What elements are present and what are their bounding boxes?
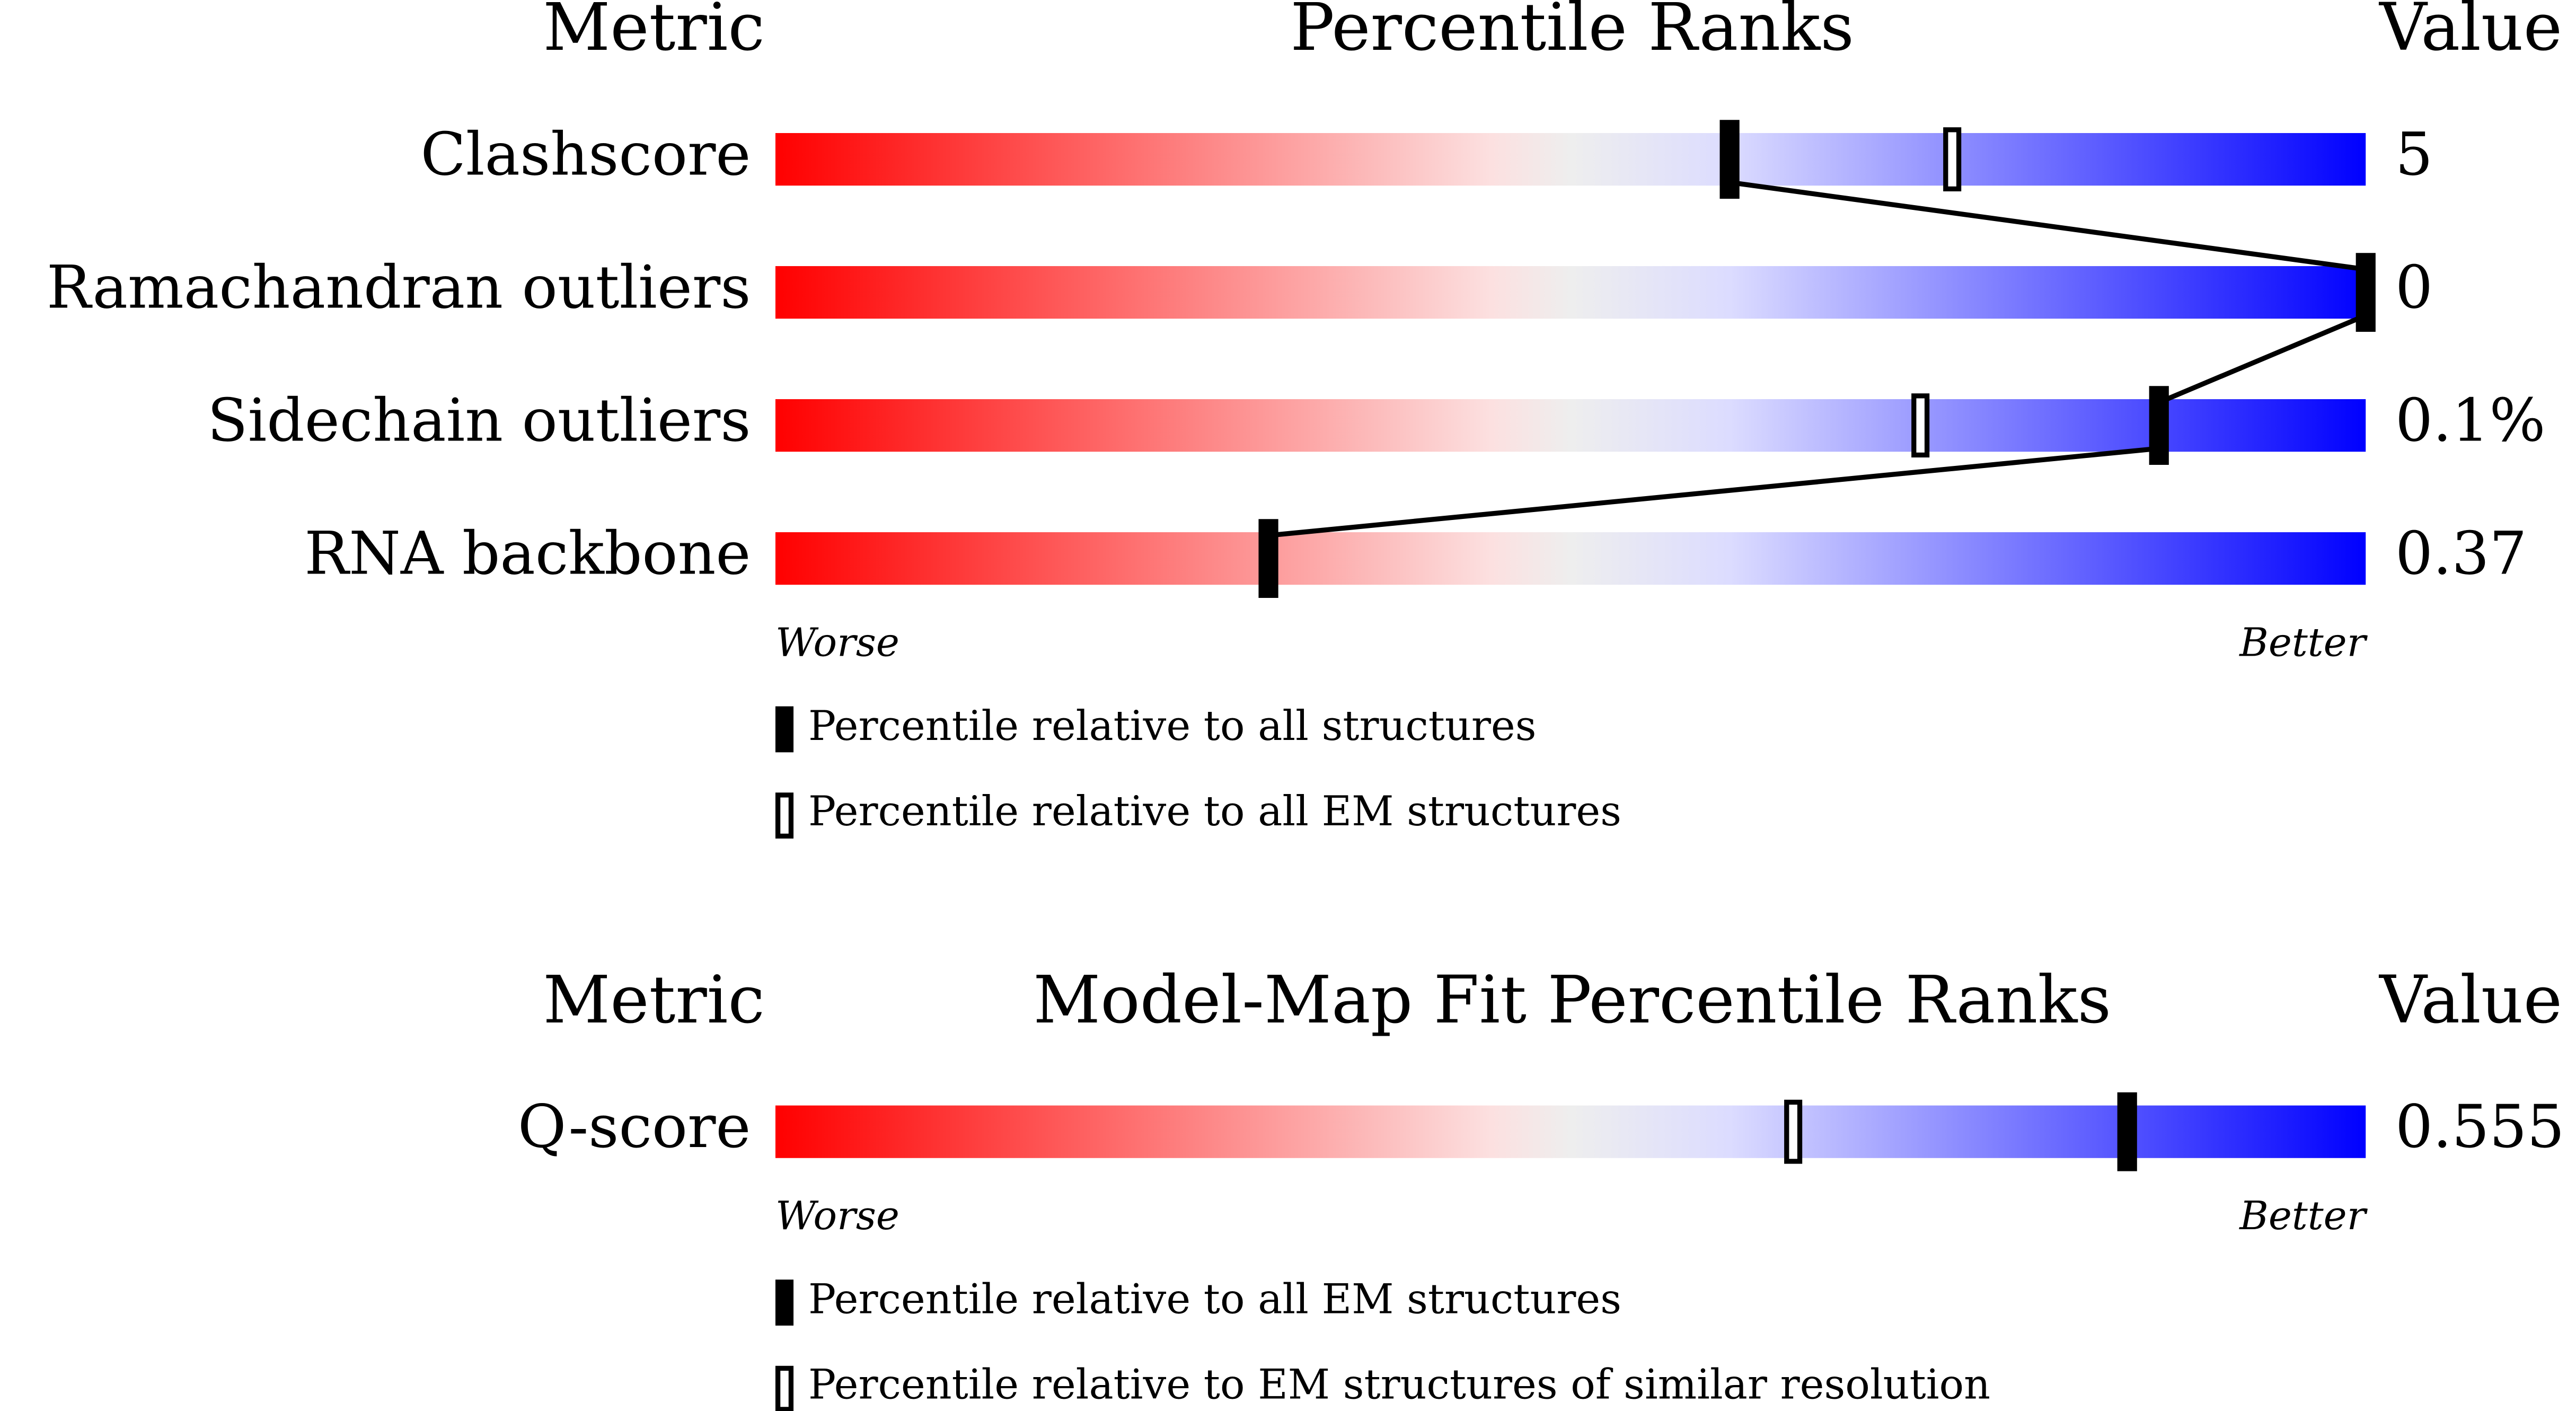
- legend-label: Percentile relative to all EM structures: [808, 1275, 1621, 1323]
- metric-label: Sidechain outliers: [207, 386, 751, 455]
- metric-header: Metric: [543, 962, 764, 1038]
- value-header: Value: [2378, 0, 2562, 66]
- legend-icon-filled: [775, 706, 794, 753]
- ranks-header: Percentile Ranks: [1290, 0, 1854, 66]
- percentile-bar: [775, 266, 2366, 319]
- metric-value: 0.555: [2395, 1092, 2564, 1161]
- legend-label: Percentile relative to all structures: [808, 702, 1537, 750]
- legend-label: Percentile relative to EM structures of …: [808, 1361, 1990, 1409]
- metric-label: RNA backbone: [304, 519, 751, 588]
- metric-value: 0: [2395, 253, 2433, 322]
- metric-label: Ramachandran outliers: [47, 253, 751, 322]
- marker-filled: [2117, 1092, 2137, 1171]
- legend-label: Percentile relative to all EM structures: [808, 788, 1621, 835]
- metric-value: 0.1%: [2395, 386, 2545, 455]
- marker-filled: [2149, 386, 2169, 465]
- legend-icon-filled: [775, 1280, 794, 1326]
- marker-filled: [2356, 253, 2376, 332]
- connector: [1729, 180, 2366, 272]
- legend-icon-open: [775, 792, 794, 839]
- marker-open: [1911, 393, 1930, 458]
- worse-label: Worse: [775, 1193, 899, 1239]
- ranks-header: Model-Map Fit Percentile Ranks: [1033, 962, 2111, 1038]
- percentile-bar: [775, 532, 2366, 585]
- metric-value: 5: [2395, 120, 2433, 189]
- connector: [2158, 313, 2367, 405]
- legend-icon-open: [775, 1365, 794, 1411]
- connector: [1268, 446, 2159, 538]
- metric-label: Q-score: [518, 1092, 751, 1161]
- better-label: Better: [2238, 619, 2368, 665]
- percentile-bar: [775, 1105, 2366, 1158]
- marker-open: [1784, 1099, 1803, 1164]
- metric-value: 0.37: [2395, 519, 2527, 588]
- percentile-bar: [775, 133, 2366, 186]
- worse-label: Worse: [775, 619, 899, 665]
- marker-open: [1943, 127, 1962, 192]
- marker-filled: [1719, 120, 1740, 199]
- metric-header: Metric: [543, 0, 764, 66]
- marker-filled: [1258, 519, 1278, 598]
- percentile-bar: [775, 399, 2366, 452]
- better-label: Better: [2238, 1193, 2368, 1239]
- metric-label: Clashscore: [420, 120, 751, 189]
- value-header: Value: [2378, 962, 2562, 1038]
